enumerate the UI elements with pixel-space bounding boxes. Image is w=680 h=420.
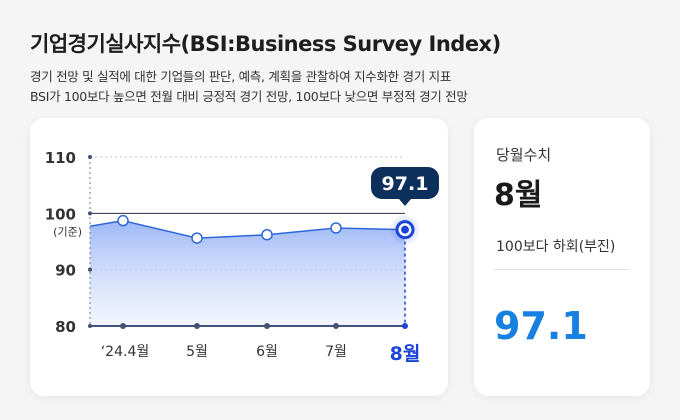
x-tick-label: 8월 <box>390 343 421 365</box>
current-month: 8월 <box>494 178 543 213</box>
highlight-point-core <box>401 225 409 234</box>
area-fill <box>90 220 405 326</box>
description-line-2: BSI가 100보다 높으면 전월 대비 긍정적 경기 전망, 100보다 낮으… <box>30 89 468 104</box>
y-tick-label: 110 <box>45 149 76 167</box>
page-title: 기업경기실사지수(BSI:Business Survey Index) <box>30 32 501 56</box>
y-axis-dot <box>88 267 92 272</box>
y-tick-label: 90 <box>55 262 76 280</box>
baseline-label: (기준) <box>53 225 82 238</box>
x-tick-label: ‘24.4월 <box>101 344 150 360</box>
x-tick-label: 6월 <box>256 344 278 360</box>
x-tick-dot <box>333 323 339 329</box>
x-tick-label: 7월 <box>325 344 347 360</box>
x-tick-dot <box>194 323 200 329</box>
x-tick-dot <box>402 323 408 329</box>
current-value: 97.1 <box>494 304 588 348</box>
data-point <box>330 222 342 234</box>
x-tick-dot <box>264 323 270 329</box>
callout-value: 97.1 <box>382 173 429 195</box>
y-axis-dot <box>88 155 92 159</box>
current-label: 당월수치 <box>496 146 552 164</box>
description-line-1: 경기 전망 및 실적에 대한 기업들의 판단, 예측, 계획을 관찰하여 지수화… <box>30 69 452 84</box>
data-point <box>117 214 129 227</box>
callout-bubble <box>371 167 439 199</box>
y-axis-dot <box>88 211 92 216</box>
y-tick-label: 100 <box>45 205 76 223</box>
divider <box>494 269 630 270</box>
current-value-card: 당월수치 8월 100보다 하회(부진) 97.1 <box>474 118 650 396</box>
status-text: 100보다 하회(부진) <box>496 239 616 255</box>
y-tick-label: 80 <box>55 318 76 336</box>
x-tick-label: 5월 <box>186 344 208 360</box>
data-point <box>191 232 203 244</box>
data-point <box>261 228 273 241</box>
x-tick-dot <box>120 323 126 329</box>
callout-pointer <box>399 199 411 206</box>
